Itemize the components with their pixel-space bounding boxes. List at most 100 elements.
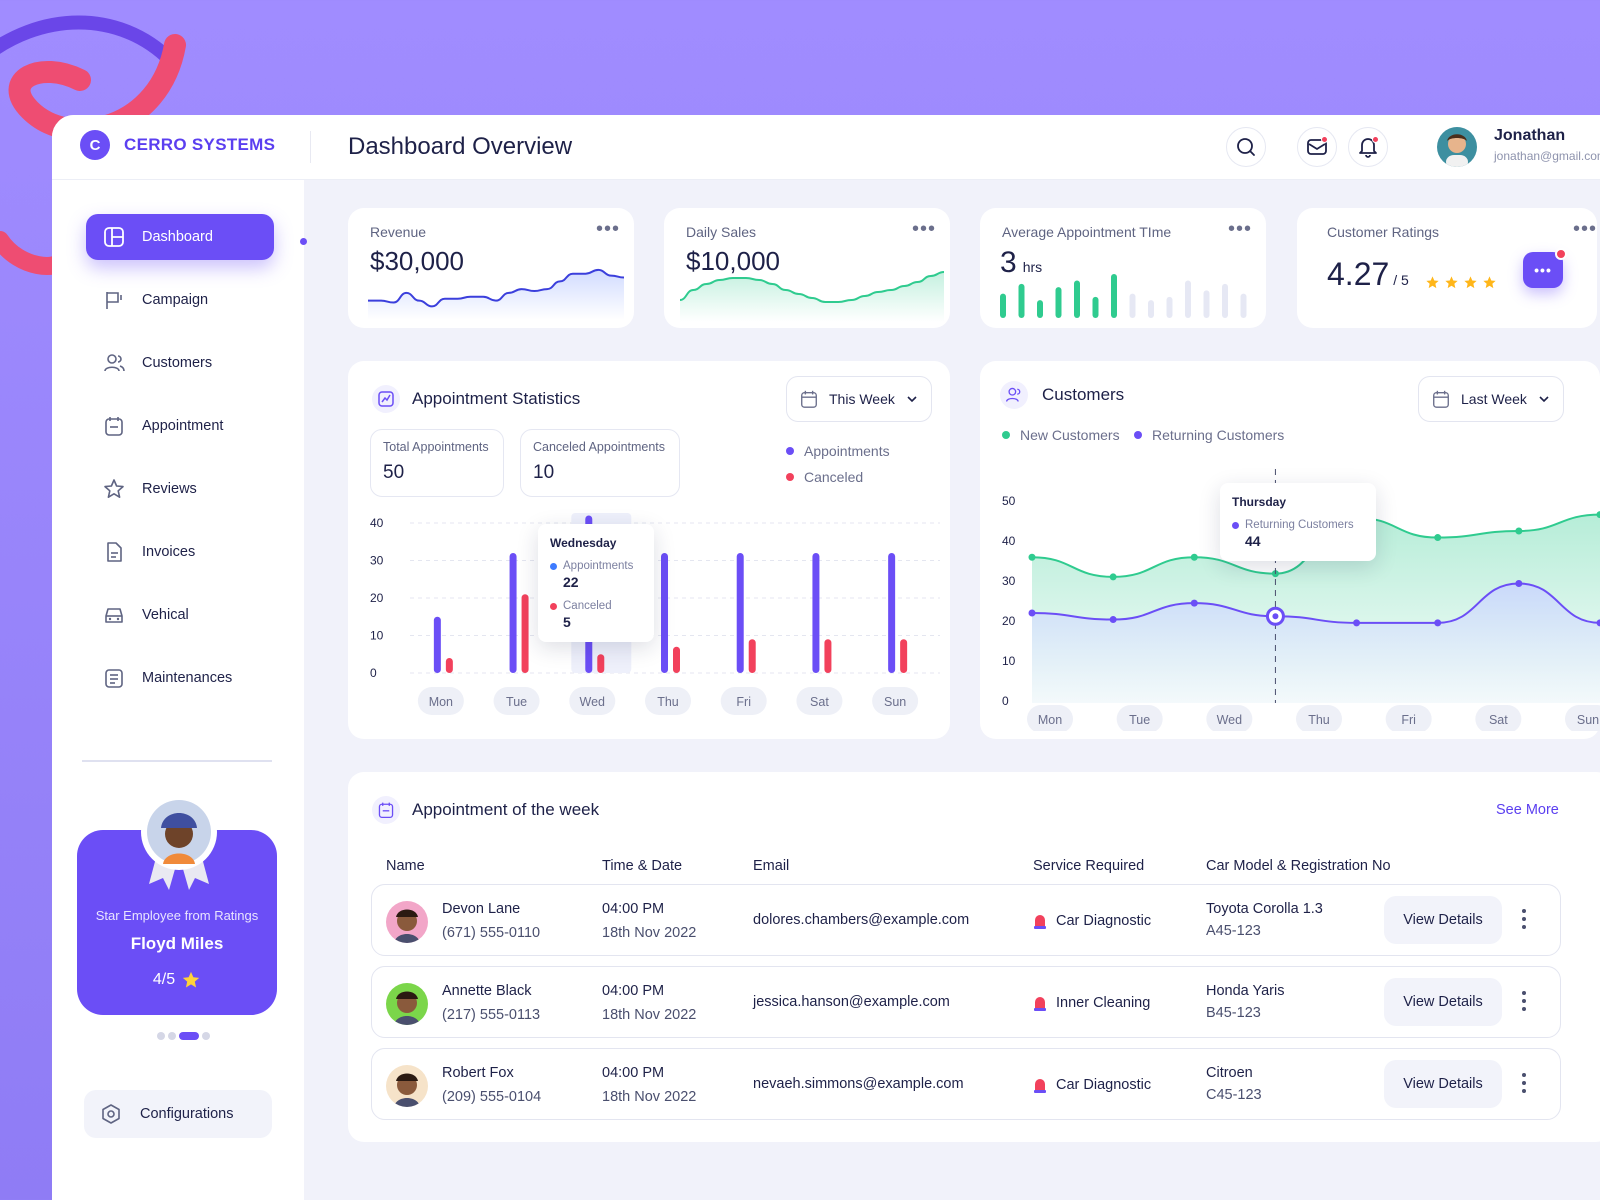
car-model: Honda Yaris [1206, 983, 1285, 999]
table-row[interactable]: Devon Lane (671) 555-0110 04:00 PM 18th … [371, 884, 1561, 956]
legend-swatch [786, 447, 794, 455]
period-dropdown[interactable]: This Week [786, 376, 932, 422]
returning-customers-point [1028, 609, 1036, 617]
stat-label: Total Appointments [383, 440, 489, 454]
star-icon [1464, 276, 1477, 289]
more-vertical-icon[interactable] [1522, 909, 1526, 929]
more-vertical-icon[interactable] [1522, 991, 1526, 1011]
legend-label: Canceled [804, 469, 864, 485]
customer-email[interactable]: dolores.chambers@example.com [753, 912, 970, 928]
employee-rating: 4/5 [77, 970, 277, 990]
column-header-service[interactable]: Service Required [1033, 858, 1145, 874]
avatar[interactable] [386, 1065, 428, 1107]
sidebar-item-customers[interactable]: Customers [86, 340, 274, 386]
x-tick-pill [1475, 705, 1522, 731]
document-icon [102, 540, 126, 564]
y-tick-label: 0 [1002, 694, 1009, 708]
notifications-button[interactable] [1348, 127, 1388, 167]
sidebar-item-appointment[interactable]: Appointment [86, 403, 274, 449]
messages-button[interactable] [1297, 127, 1337, 167]
user-name: Jonathan [1494, 127, 1566, 144]
bar-appointments [812, 553, 820, 673]
carousel-dot[interactable] [157, 1032, 165, 1040]
star-employee-card[interactable]: Star Employee from Ratings Floyd Miles 4… [77, 794, 277, 1015]
revenue-card[interactable]: Revenue ••• $30,000 [348, 208, 634, 328]
avg-appointment-time-card[interactable]: Average Appointment TIme ••• 3 hrs [980, 208, 1266, 328]
sidebar-item-label: Reviews [142, 481, 197, 497]
tooltip-swatch [550, 562, 557, 570]
kpi-value: 3 [1000, 246, 1017, 279]
more-menu-icon[interactable]: ••• [1227, 218, 1252, 240]
bar-canceled [673, 646, 680, 673]
daily-sales-card[interactable]: Daily Sales ••• $10,000 [664, 208, 950, 328]
returning-customers-point [1190, 599, 1198, 607]
more-menu-icon[interactable]: ••• [1572, 218, 1597, 240]
star-icon [1445, 276, 1458, 289]
more-vertical-icon[interactable] [1522, 1073, 1526, 1093]
sidebar-item-reviews[interactable]: Reviews [86, 466, 274, 512]
x-tick-pill [872, 687, 919, 715]
section-title: Customers [1042, 385, 1125, 404]
mini-bar [1000, 293, 1006, 318]
legend-label: Appointments [804, 443, 890, 459]
y-tick-label: 20 [1002, 614, 1016, 628]
legend-label: Returning Customers [1152, 427, 1285, 443]
avatar[interactable] [1437, 127, 1477, 167]
column-header-email[interactable]: Email [753, 858, 790, 874]
view-details-button[interactable]: View Details [1384, 978, 1502, 1026]
bar-canceled [900, 639, 908, 673]
more-menu-icon[interactable]: ••• [911, 218, 936, 240]
sidebar-item-campaign[interactable]: Campaign [86, 277, 274, 323]
sidebar-item-dashboard[interactable]: Dashboard [86, 214, 274, 260]
dashboard-icon [102, 225, 126, 249]
avatar[interactable] [386, 983, 428, 1025]
sidebar-item-vehical[interactable]: Vehical [86, 592, 274, 638]
chat-button[interactable]: ••• [1523, 248, 1567, 288]
legend-appointments: Appointments [786, 443, 890, 459]
column-header-time[interactable]: Time & Date [602, 858, 683, 874]
customer-email[interactable]: jessica.hanson@example.com [753, 994, 950, 1010]
carousel-dot[interactable] [202, 1032, 210, 1040]
see-more-link[interactable]: See More [1496, 802, 1559, 818]
y-tick-label: 10 [1002, 654, 1016, 668]
search-button[interactable] [1226, 127, 1266, 167]
column-header-name[interactable]: Name [386, 858, 425, 874]
more-menu-icon[interactable]: ••• [595, 218, 620, 240]
period-dropdown[interactable]: Last Week [1418, 376, 1564, 422]
clipboard-icon [102, 666, 126, 690]
table-row[interactable]: Robert Fox (209) 555-0104 04:00 PM 18th … [371, 1048, 1561, 1120]
column-header-car[interactable]: Car Model & Registration No [1206, 858, 1391, 874]
configurations-button[interactable]: Configurations [84, 1090, 272, 1138]
mini-bar [1092, 296, 1099, 318]
new-customers-point [1190, 553, 1198, 561]
customer-email[interactable]: nevaeh.simmons@example.com [753, 1076, 964, 1092]
brand[interactable]: C CERRO SYSTEMS [80, 130, 275, 160]
legend-returning-customers: Returning Customers [1134, 427, 1284, 443]
table-row[interactable]: Annette Black (217) 555-0113 04:00 PM 18… [371, 966, 1561, 1038]
mini-bar [1166, 296, 1173, 318]
view-details-button[interactable]: View Details [1384, 896, 1502, 944]
sidebar-item-invoices[interactable]: Invoices [86, 529, 274, 575]
appointment-date: 18th Nov 2022 [602, 925, 697, 941]
sidebar-item-maintenances[interactable]: Maintenances [86, 655, 274, 701]
mini-bar [1055, 287, 1062, 318]
bar-canceled [748, 639, 756, 673]
carousel-dots[interactable] [157, 1032, 210, 1040]
chevron-down-icon [1539, 396, 1549, 403]
x-tick-pill [1116, 705, 1163, 731]
bar-appointments [888, 553, 896, 673]
avatar[interactable] [386, 901, 428, 943]
alarm-icon [1034, 915, 1046, 929]
tooltip-swatch [1232, 521, 1239, 529]
carousel-dot-active[interactable] [179, 1032, 199, 1040]
customer-ratings-card[interactable]: Customer Ratings ••• 4.27 / 5 ••• [1297, 208, 1597, 328]
car-registration: C45-123 [1206, 1087, 1262, 1103]
carousel-dot[interactable] [168, 1032, 176, 1040]
y-tick-label: 30 [1002, 574, 1016, 588]
x-tick-label: Thu [1308, 713, 1330, 727]
tooltip-title: Wednesday [550, 536, 617, 550]
stat-value: 10 [533, 462, 555, 483]
mail-icon [1307, 139, 1327, 155]
bar-appointments [433, 616, 441, 673]
view-details-button[interactable]: View Details [1384, 1060, 1502, 1108]
